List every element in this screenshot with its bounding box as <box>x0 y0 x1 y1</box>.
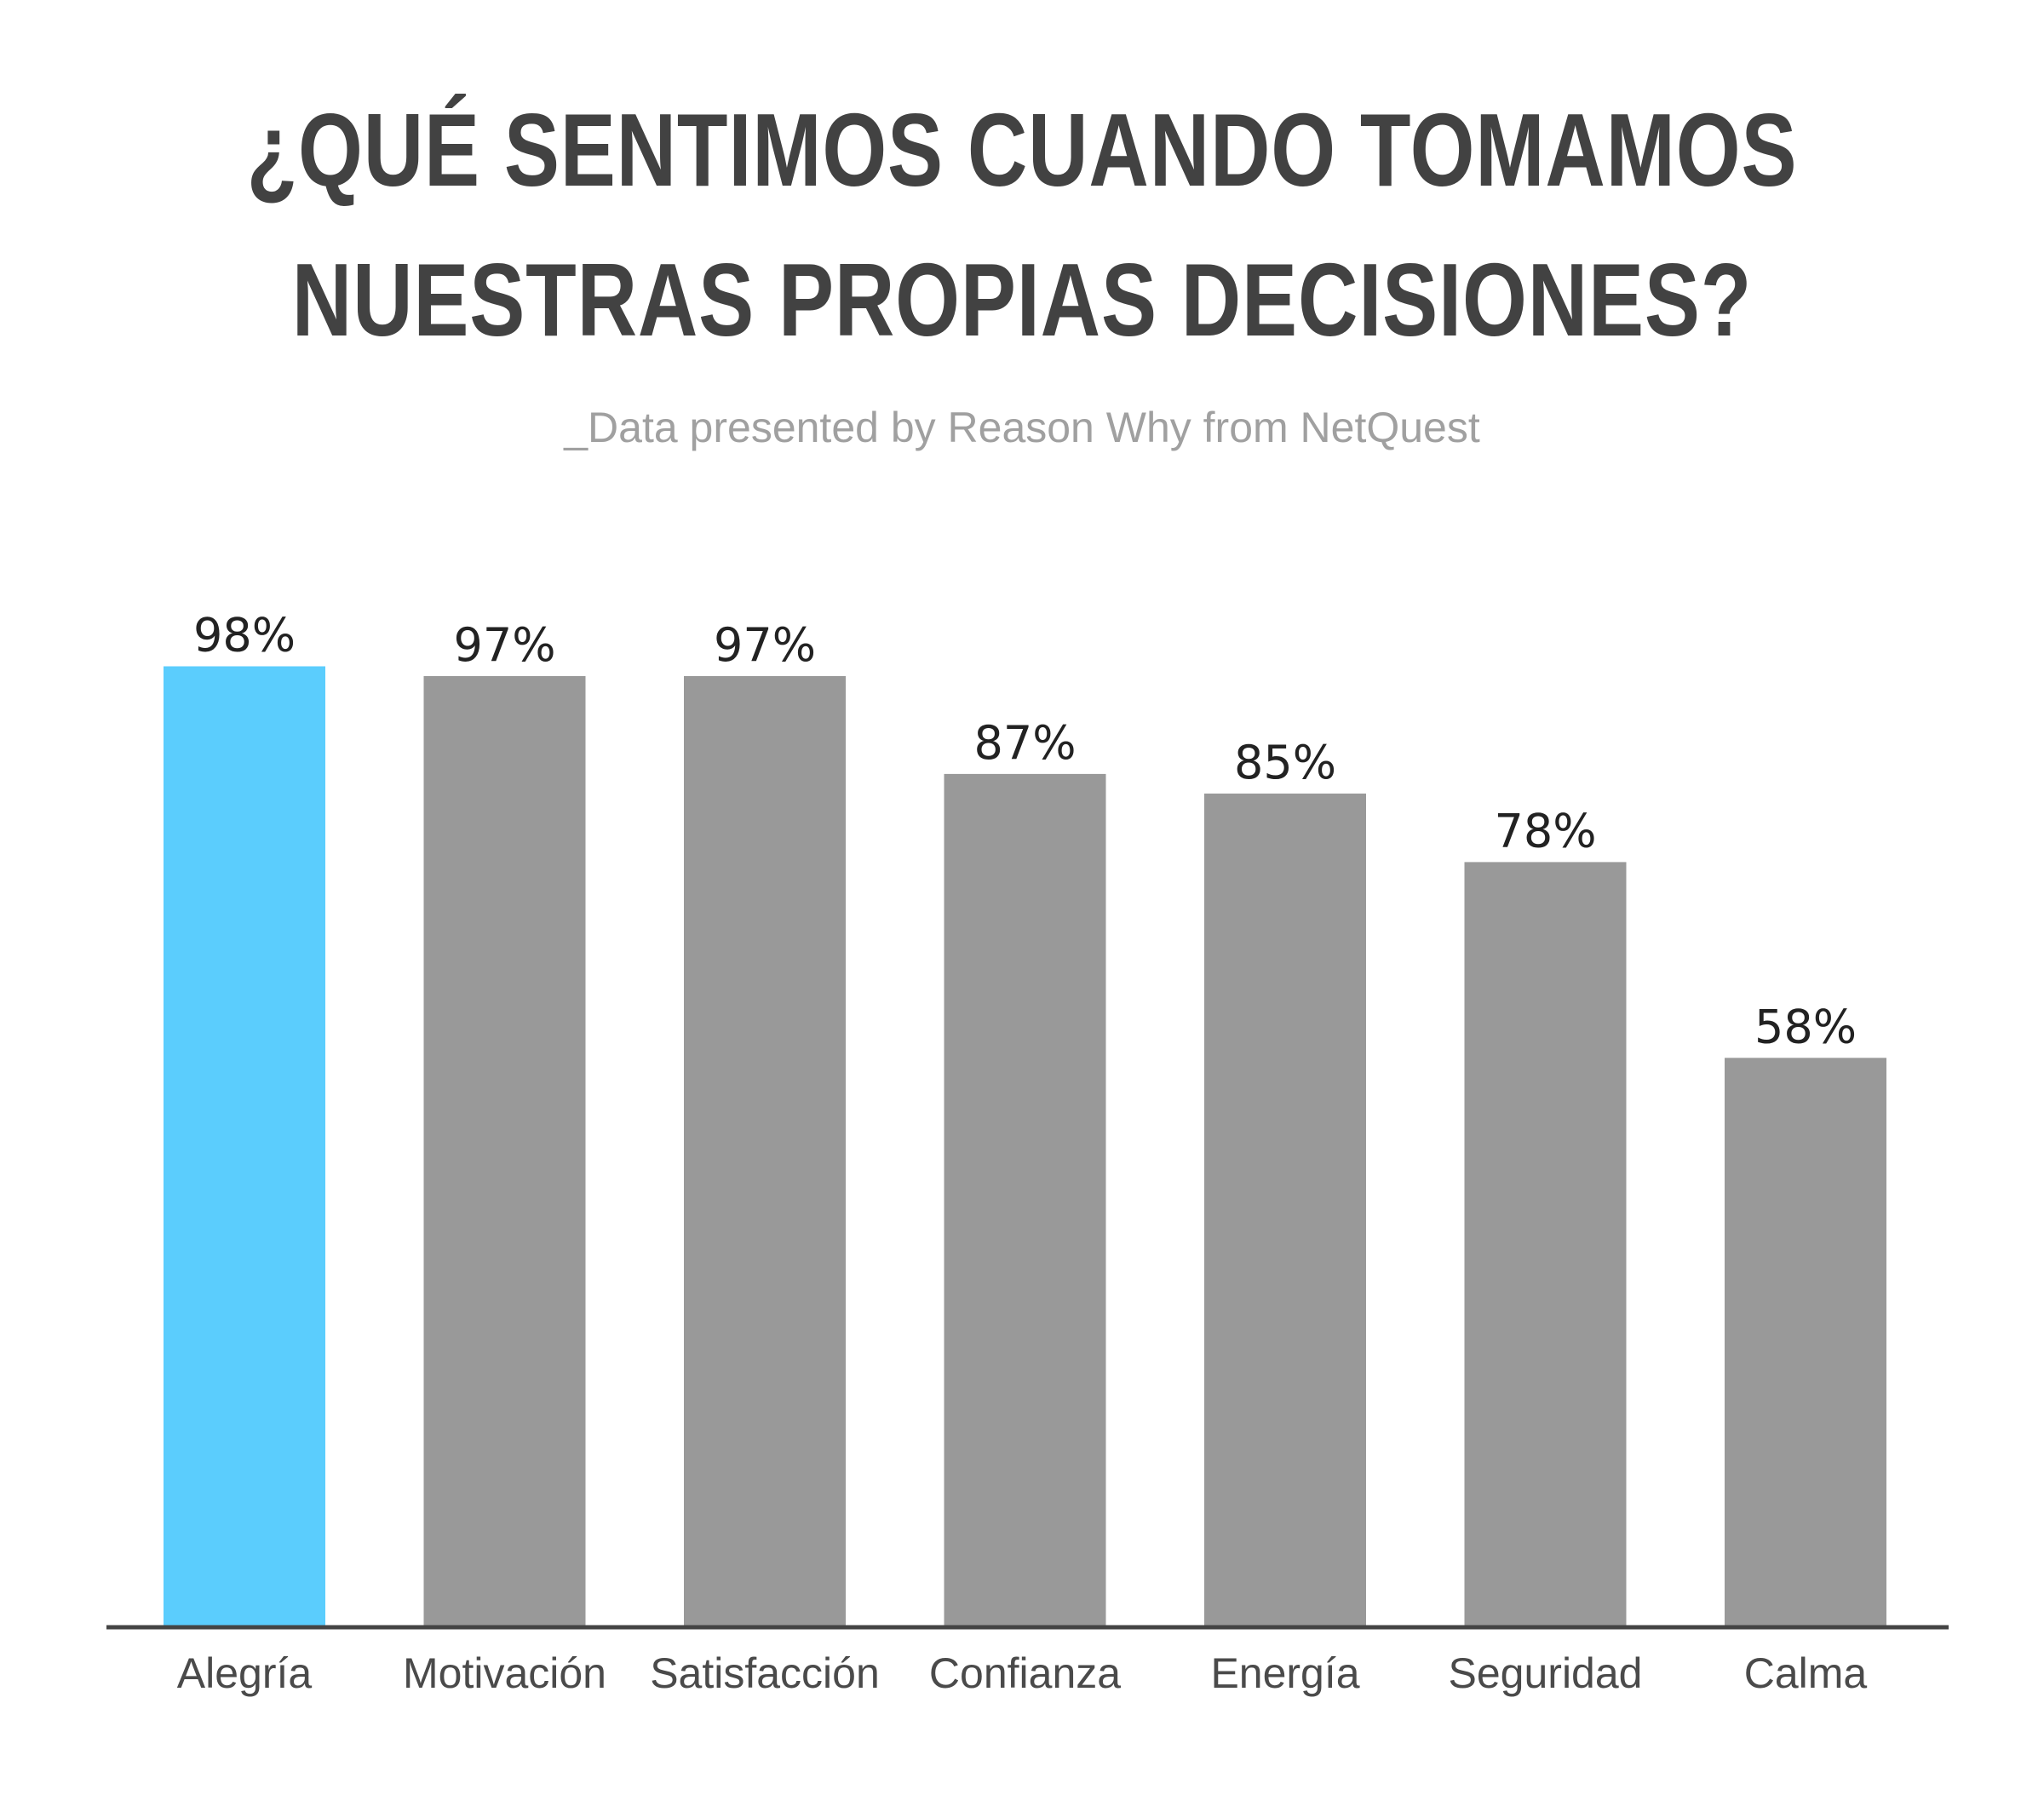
bar-calma <box>1725 1058 1886 1626</box>
chart-title-line-1: ¿QUÉ SENTIMOS CUANDO TOMAMOS <box>246 92 1798 208</box>
value-label-confianza: 87% <box>973 716 1076 770</box>
chart-header: ¿QUÉ SENTIMOS CUANDO TOMAMOS NUESTRAS PR… <box>0 75 2044 453</box>
value-label-motivacion: 97% <box>453 618 555 672</box>
chart-subtitle: _Data presented by Reason Why from NetQu… <box>564 404 1480 451</box>
value-label-alegria: 98% <box>193 609 296 662</box>
bar-motivacion <box>423 676 586 1626</box>
bar-confianza <box>944 773 1106 1626</box>
bar-energia <box>1204 793 1366 1626</box>
category-label-satisfaccion: Satisfacción <box>650 1649 880 1697</box>
bar-alegria <box>164 666 325 1626</box>
chart-title-line-2: NUESTRAS PROPIAS DECISIONES? <box>291 242 1753 358</box>
value-label-satisfaccion: 97% <box>714 618 816 672</box>
category-label-seguridad: Seguridad <box>1449 1649 1643 1697</box>
category-label-calma: Calma <box>1744 1649 1868 1697</box>
category-label-energia: Energía <box>1210 1649 1359 1697</box>
bars-group: 98% Alegría 97% Motivación 97% Satisfacción 87… <box>164 609 1886 1697</box>
category-label-confianza: Confianza <box>929 1649 1121 1697</box>
category-label-motivacion: Motivación <box>403 1649 606 1697</box>
value-label-calma: 58% <box>1754 1000 1857 1053</box>
value-label-energia: 85% <box>1234 736 1336 789</box>
value-label-seguridad: 78% <box>1494 804 1596 857</box>
bar-seguridad <box>1464 862 1627 1626</box>
bar-satisfaccion <box>684 676 846 1626</box>
category-label-alegria: Alegría <box>177 1649 313 1697</box>
